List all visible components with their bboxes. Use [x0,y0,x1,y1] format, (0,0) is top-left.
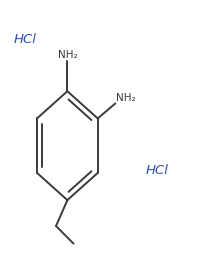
Text: HCl: HCl [146,164,169,177]
Text: NH₂: NH₂ [116,93,136,103]
Text: NH₂: NH₂ [57,50,77,60]
Text: HCl: HCl [14,33,37,46]
